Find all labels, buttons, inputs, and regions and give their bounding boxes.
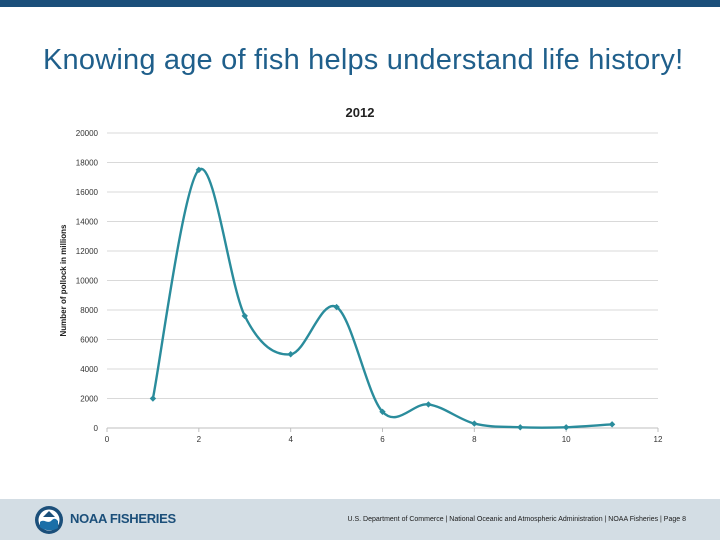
chart-title: 2012: [346, 105, 375, 120]
noaa-fisheries-logo[interactable]: NOAA FISHERIES: [34, 505, 176, 535]
data-point-marker: [517, 424, 524, 431]
y-tick-label: 18000: [76, 159, 99, 168]
data-point-marker: [425, 401, 432, 408]
noaa-emblem-icon: [35, 506, 63, 534]
x-tick-label: 8: [472, 435, 477, 444]
top-bar: [0, 0, 720, 7]
y-tick-label: 16000: [76, 188, 99, 197]
data-point-marker: [287, 351, 294, 358]
x-tick-labels: 0 2 4 6 8 10 12: [105, 435, 663, 444]
x-tick-label: 4: [288, 435, 293, 444]
data-point-marker: [241, 312, 248, 320]
x-tick-label: 10: [562, 435, 571, 444]
logo-text: NOAA FISHERIES: [70, 511, 176, 526]
y-tick-label: 8000: [80, 306, 98, 315]
x-tick-label: 12: [654, 435, 663, 444]
series-markers: [149, 166, 616, 431]
data-point-marker: [471, 420, 478, 427]
y-tick-label: 12000: [76, 247, 99, 256]
y-tick-label: 2000: [80, 395, 98, 404]
series-line: [151, 167, 613, 429]
x-tick-label: 6: [380, 435, 385, 444]
y-tick-labels: 0 2000 4000 6000 8000 10000 12000 14000 16000 180…: [76, 129, 99, 433]
y-axis-label: Number of pollock in millions: [59, 224, 68, 337]
chart-grid: [107, 132, 658, 399]
data-point-marker: [149, 395, 157, 402]
y-tick-label: 10000: [76, 277, 99, 286]
data-point-marker: [562, 424, 570, 431]
x-tick-label: 0: [105, 435, 110, 444]
y-tick-label: 4000: [80, 365, 98, 374]
slide-title: Knowing age of fish helps understand lif…: [43, 44, 684, 76]
y-tick-label: 6000: [80, 336, 98, 345]
x-tick-label: 2: [197, 435, 202, 444]
y-tick-label: 0: [94, 424, 99, 433]
chart-axes: [106, 427, 659, 432]
data-point-marker: [608, 421, 616, 428]
data-point-marker: [379, 408, 386, 415]
pollock-age-chart: 0 2000 4000 6000 8000 10000 12000 14000 16000 180…: [59, 105, 663, 444]
y-tick-label: 20000: [76, 129, 99, 138]
y-tick-label: 14000: [76, 218, 99, 227]
footer-text: U.S. Department of Commerce | National O…: [347, 516, 687, 523]
footer-bar: [0, 499, 720, 540]
data-point-marker: [333, 303, 340, 311]
